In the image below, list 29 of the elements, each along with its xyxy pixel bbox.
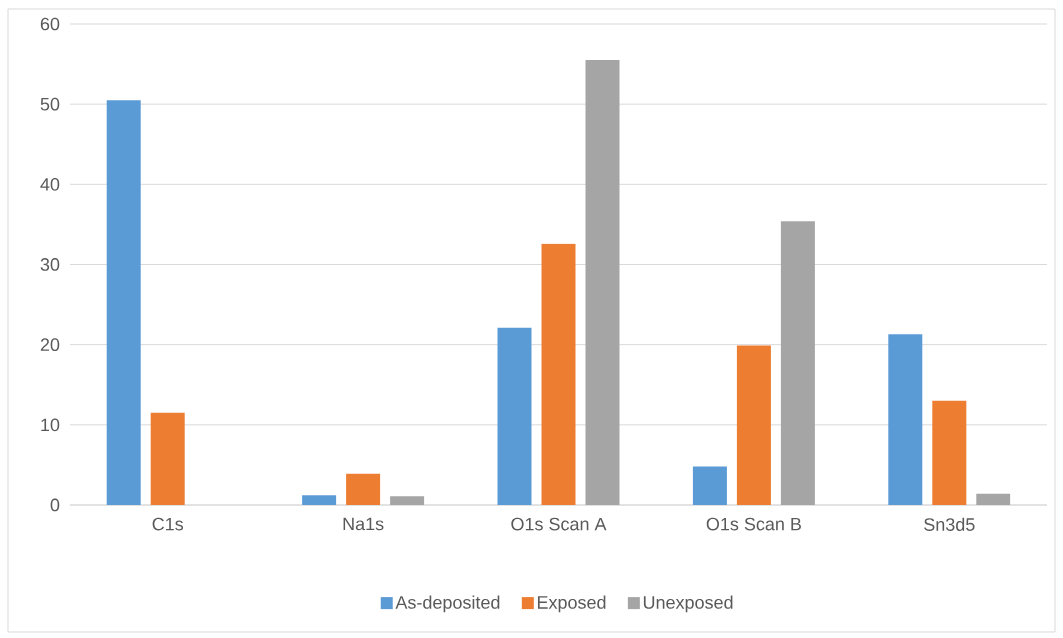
x-tick-label: O1s Scan B	[706, 517, 801, 531]
y-tick-label: 60	[40, 17, 60, 31]
y-tick-label: 20	[40, 338, 60, 352]
bar	[736, 345, 771, 505]
x-tick-label: Na1s	[343, 517, 384, 531]
bar	[390, 496, 425, 505]
legend-label: As-deposited	[395, 595, 500, 613]
y-tick-label: 0	[50, 498, 60, 512]
y-tick-label: 30	[40, 258, 60, 271]
bar	[585, 60, 620, 505]
bar	[692, 466, 727, 505]
bar	[888, 334, 923, 505]
bar	[346, 473, 381, 505]
x-tick-label: Sn3d5	[924, 517, 975, 531]
bar	[932, 400, 967, 505]
bar	[302, 495, 337, 505]
legend-label: Unexposed	[643, 595, 733, 613]
y-tick-label: 50	[40, 97, 60, 111]
bar	[541, 243, 576, 505]
bar	[106, 100, 141, 505]
x-tick-label: C1s	[152, 517, 184, 531]
bar	[150, 412, 185, 505]
bar	[976, 493, 1011, 505]
y-tick-label: 40	[40, 177, 60, 191]
legend-label: Exposed	[537, 595, 606, 613]
bar	[497, 327, 532, 505]
y-tick-label: 10	[41, 418, 60, 432]
bar	[780, 221, 815, 505]
x-tick-label: O1s Scan A	[511, 517, 607, 531]
